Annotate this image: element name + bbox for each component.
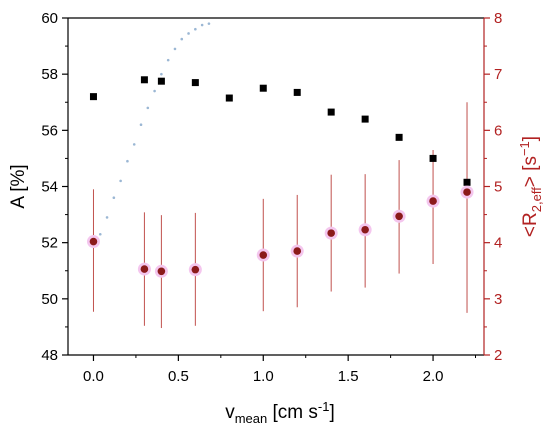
series-r2-point bbox=[463, 188, 471, 196]
series-a-point bbox=[259, 84, 267, 92]
x-tick-label: 2.0 bbox=[423, 368, 444, 385]
dotted-curve-point bbox=[187, 32, 190, 35]
series-r2-point bbox=[395, 212, 403, 221]
x-tick-label: 1.0 bbox=[253, 368, 274, 385]
y-right-tick-label: 2 bbox=[494, 347, 502, 364]
series-r2-point bbox=[259, 251, 268, 259]
series-r2-point bbox=[327, 229, 335, 237]
x-tick-label: 0.5 bbox=[168, 368, 189, 385]
dotted-curve-point bbox=[112, 196, 116, 200]
dotted-curve-point bbox=[166, 58, 170, 62]
y-right-tick-label: 3 bbox=[494, 291, 502, 308]
axis-labels-layer: A [%] vmean [cm s-1] <R2,eff> [s−1] bbox=[8, 136, 544, 426]
y-left-tick-label: 60 bbox=[41, 10, 58, 27]
dotted-curve-point bbox=[194, 27, 197, 31]
series-r2-point bbox=[361, 225, 369, 234]
y-left-tick-label: 56 bbox=[41, 122, 58, 139]
dotted-curve-point bbox=[207, 22, 211, 25]
dotted-curve-point bbox=[139, 123, 143, 127]
dotted-curve-point bbox=[132, 143, 136, 146]
dotted-curve-point bbox=[160, 72, 163, 76]
series-r2-point bbox=[293, 247, 302, 255]
series-a-points-layer bbox=[89, 76, 471, 186]
series-a-point bbox=[293, 88, 301, 96]
series-a-point bbox=[89, 93, 97, 101]
series-a-point bbox=[361, 115, 369, 123]
series-r2-point bbox=[429, 197, 437, 205]
series-a-point bbox=[191, 79, 199, 87]
y-left-tick-label: 48 bbox=[41, 347, 58, 364]
dotted-curve-point bbox=[98, 232, 102, 236]
dotted-curve-point bbox=[180, 37, 184, 41]
series-a-point bbox=[429, 154, 437, 162]
series-a-point bbox=[140, 76, 148, 84]
series-r2-point bbox=[157, 267, 166, 276]
y-left-tick-label: 52 bbox=[41, 235, 58, 252]
series-a-point bbox=[157, 77, 165, 85]
dotted-curve-point bbox=[146, 106, 150, 110]
y-left-tick-label: 50 bbox=[41, 291, 58, 308]
series-r2-point bbox=[191, 265, 200, 274]
y-right-tick-label: 8 bbox=[494, 10, 502, 27]
dotted-curve-point bbox=[119, 179, 122, 183]
dotted-curve-point bbox=[200, 23, 204, 27]
x-tick-label: 0.0 bbox=[83, 368, 104, 385]
series-a-point bbox=[327, 108, 335, 116]
x-axis-label: vmean [cm s-1] bbox=[225, 399, 335, 426]
series-r2-points-layer bbox=[86, 185, 474, 278]
y-right-axis-label: <R2,eff> [s−1] bbox=[517, 136, 544, 237]
x-tick-label: 1.5 bbox=[338, 368, 359, 385]
y-left-tick-label: 54 bbox=[41, 179, 58, 196]
series-a-point bbox=[463, 178, 471, 186]
series-a-point bbox=[395, 133, 403, 141]
y-right-tick-label: 5 bbox=[494, 179, 502, 196]
dotted-curve-point bbox=[126, 159, 129, 163]
dotted-curve-point bbox=[173, 47, 177, 51]
dotted-curve-point bbox=[153, 89, 156, 93]
series-r2-point bbox=[140, 265, 149, 273]
series-r2-point bbox=[89, 237, 98, 246]
errorbar-layer bbox=[92, 102, 468, 329]
y-right-tick-label: 6 bbox=[494, 122, 502, 139]
y-right-tick-label: 7 bbox=[494, 66, 502, 83]
dotted-curve-point bbox=[105, 216, 109, 219]
y-right-tick-label: 4 bbox=[494, 235, 502, 252]
y-left-axis-label: A [%] bbox=[8, 164, 29, 208]
series-a-point bbox=[225, 94, 233, 102]
y-left-tick-label: 58 bbox=[41, 66, 58, 83]
dotted-curve-layer bbox=[98, 22, 211, 236]
